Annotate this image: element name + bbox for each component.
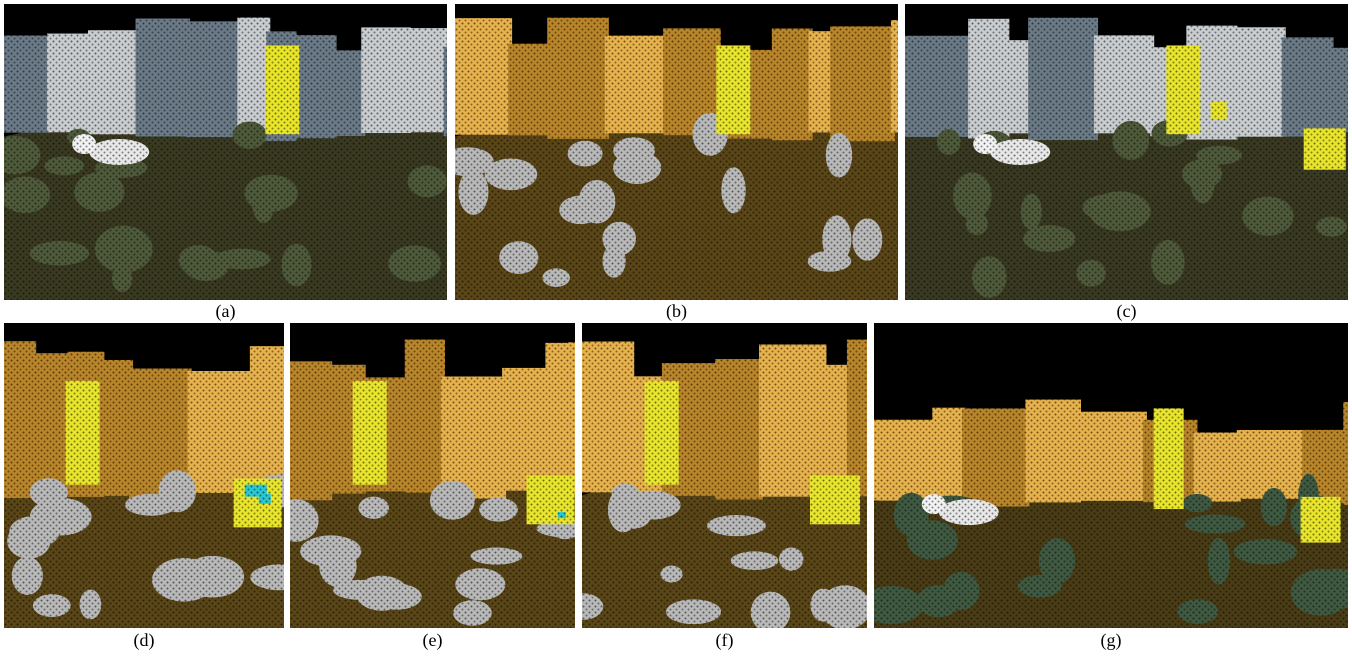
scene-svg [290,323,575,628]
point-cloud-panel-b [455,4,898,300]
point-cloud-panel-c [905,4,1348,300]
panel-caption-c: (c) [1116,301,1137,321]
panel-caption-g: (g) [1100,630,1122,650]
panel-caption-b: (b) [666,301,687,321]
scene-svg [582,323,867,628]
point-cloud-panel-d [4,323,284,628]
panel-caption-a: (a) [215,301,236,321]
point-cloud-panel-f [582,323,867,628]
scene-svg [905,4,1348,300]
panel-caption-f: (f) [715,630,734,650]
scene-svg [874,323,1348,628]
scene-svg [4,323,284,628]
point-cloud-panel-g [874,323,1348,628]
scene-svg [455,4,898,300]
panel-caption-d: (d) [133,630,155,650]
scene-svg [4,4,447,300]
point-cloud-panel-e [290,323,575,628]
panel-caption-e: (e) [422,630,443,650]
point-cloud-panel-a [4,4,447,300]
